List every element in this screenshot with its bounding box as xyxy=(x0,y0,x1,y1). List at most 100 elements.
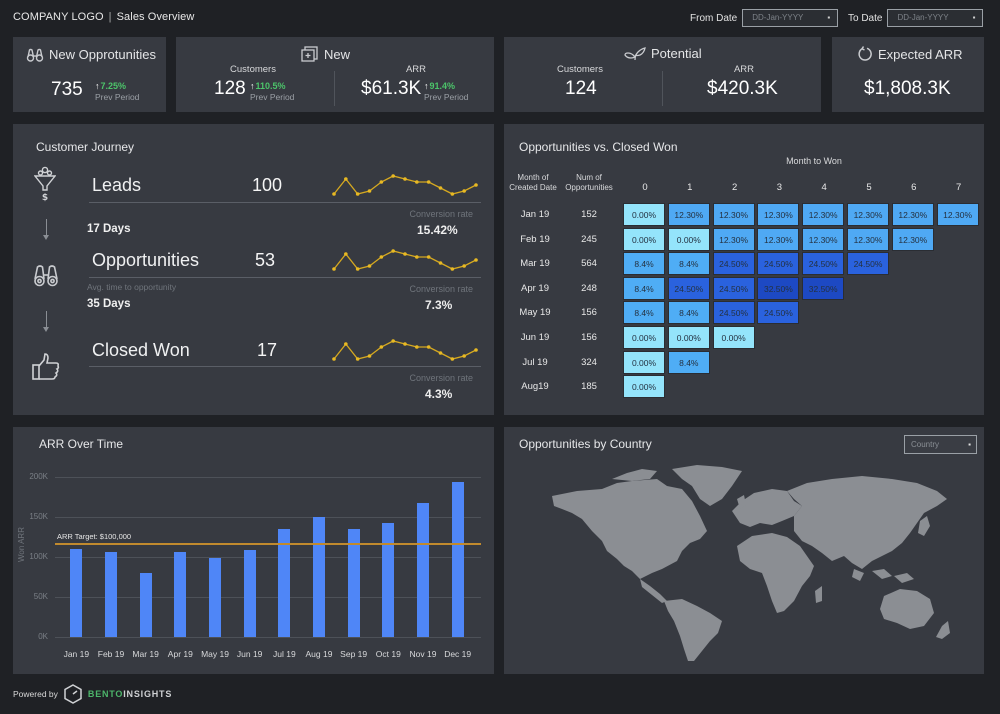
heatmap-cell[interactable]: 24.50% xyxy=(847,252,889,276)
heatmap-cell[interactable]: 8.4% xyxy=(667,350,710,374)
heatmap-cell[interactable]: 8.4% xyxy=(623,252,665,276)
heatmap-cell[interactable]: 24.50% xyxy=(712,276,755,300)
heatmap-cell[interactable]: 12.30% xyxy=(757,227,800,251)
sparkline-point xyxy=(344,177,348,181)
heatmap-cell[interactable]: 0.00% xyxy=(712,326,755,349)
region-south-america xyxy=(664,599,722,661)
delta-percent: 110.5% xyxy=(255,81,286,91)
bar-mar-19[interactable] xyxy=(139,573,152,637)
heatmap-cell[interactable]: 12.30% xyxy=(667,203,710,226)
gridline xyxy=(55,557,481,558)
sparkline-point xyxy=(426,345,431,349)
sparkline-point xyxy=(403,342,407,346)
heatmap-cell[interactable]: 8.4% xyxy=(623,276,665,300)
bar-jul-19[interactable] xyxy=(278,529,291,637)
heatmap-cell[interactable]: 0.00% xyxy=(623,350,665,374)
svg-text:$: $ xyxy=(42,193,48,202)
region-north-america xyxy=(552,479,707,579)
heatmap-cell[interactable]: 12.30% xyxy=(936,203,979,226)
bar-dec-19[interactable] xyxy=(451,481,464,637)
sparkline-point xyxy=(426,180,431,184)
heatmap-cell[interactable]: 24.50% xyxy=(712,301,755,325)
opportunities-by-country-panel: Opportunities by Country Country ▪ xyxy=(504,427,984,674)
divider xyxy=(89,277,481,278)
heatmap-cell[interactable]: 8.4% xyxy=(667,301,710,325)
heatmap-cell[interactable]: 8.4% xyxy=(623,301,665,325)
heatmap-cell[interactable]: 32.50% xyxy=(757,276,800,300)
x-tick-label: Sep 19 xyxy=(340,649,368,659)
customers-delta: ↑110.5% Prev Period xyxy=(250,81,294,102)
heatmap-cell[interactable]: 12.30% xyxy=(712,203,755,226)
heatmap-cell[interactable]: 0.00% xyxy=(667,326,710,349)
bar-sep-19[interactable] xyxy=(347,529,360,637)
panel-title: ARR Over Time xyxy=(39,437,124,451)
heatmap-cell[interactable]: 0.00% xyxy=(623,227,665,251)
bar-oct-19[interactable] xyxy=(382,522,395,637)
from-date-label: From Date xyxy=(690,12,738,24)
kpi-potential: Potential Customers 124 ARR $420.3K xyxy=(504,37,821,112)
bar-may-19[interactable] xyxy=(209,557,221,637)
heatmap-cell[interactable]: 24.50% xyxy=(712,252,755,276)
sparkline-point xyxy=(474,183,478,187)
heatmap-cell[interactable]: 0.00% xyxy=(623,375,665,399)
x-tick-label: Dec 19 xyxy=(444,649,472,659)
heatmap-cell[interactable]: 12.30% xyxy=(712,227,755,251)
heatmap-cell[interactable]: 12.30% xyxy=(802,203,845,226)
kpi-title-text: New Opprotunities xyxy=(49,47,156,62)
kpi-title: Potential xyxy=(624,46,702,61)
sparkline-point xyxy=(379,180,384,184)
x-tick-label: Apr 19 xyxy=(167,649,193,659)
heatmap-cell[interactable]: 0.00% xyxy=(667,227,710,251)
heatmap-cell[interactable]: 24.50% xyxy=(757,252,800,276)
heatmap-cell[interactable]: 32.50% xyxy=(802,276,845,300)
world-map[interactable] xyxy=(532,461,962,661)
bar-apr-19[interactable] xyxy=(174,552,187,637)
to-date-input[interactable]: DD-Jan-YYYY ▪ xyxy=(887,9,984,27)
stage-label-leads: Leads xyxy=(92,175,142,195)
x-tick-label: Feb 19 xyxy=(97,649,125,659)
conversion-label: Conversion rate xyxy=(409,209,473,219)
top-bar: COMPANY LOGO | Sales Overview From Date DD… xyxy=(0,0,1000,36)
country-select[interactable]: Country ▪ xyxy=(904,435,977,454)
column-header: 0 xyxy=(642,182,648,193)
row-header-num: Num of Opportunities xyxy=(565,173,613,192)
heatmap-cell[interactable]: 0.00% xyxy=(623,203,665,226)
row-num-opportunities: 564 xyxy=(581,258,597,270)
sparkline-point xyxy=(403,252,407,256)
heatmap-cell[interactable]: 0.00% xyxy=(623,326,665,349)
chevron-down-icon: ▪ xyxy=(972,13,976,22)
heatmap-cell[interactable]: 24.50% xyxy=(802,252,845,276)
sparkline-point xyxy=(415,180,419,184)
bar-aug-19[interactable] xyxy=(313,517,325,637)
column-header: 3 xyxy=(776,182,783,193)
kpi-title-text: Potential xyxy=(651,46,702,61)
heatmap-cell[interactable]: 12.30% xyxy=(891,227,934,251)
heatmap-cell[interactable]: 12.30% xyxy=(847,227,889,251)
from-date-input[interactable]: DD-Jan-YYYY ▪ xyxy=(742,9,839,27)
heatmap-cell[interactable]: 24.50% xyxy=(667,276,710,300)
bento-insights-logo: BENTOINSIGHTS xyxy=(87,689,173,699)
heatmap-cell[interactable]: 12.30% xyxy=(891,203,934,226)
heatmap-cell[interactable]: 8.4% xyxy=(667,252,710,276)
row-num-opportunities: 156 xyxy=(581,332,597,343)
heatmap-cell[interactable]: 12.30% xyxy=(847,203,889,226)
binoculars-icon xyxy=(34,265,58,287)
bar-jan-19[interactable] xyxy=(70,549,83,637)
funnel-dollar-icon: $ xyxy=(34,166,56,202)
x-tick-label: Oct 19 xyxy=(375,649,401,659)
delta-percent: 91.4% xyxy=(429,81,456,91)
row-num-opportunities: 248 xyxy=(581,282,597,294)
conversion-label: Conversion rate xyxy=(409,373,473,383)
heatmap-cell[interactable]: 12.30% xyxy=(757,203,800,226)
sparkline-point xyxy=(344,252,348,256)
to-date-label: To Date xyxy=(848,12,883,24)
sparkline-point xyxy=(379,345,384,349)
bar-jun-19[interactable] xyxy=(243,549,256,637)
kpi-title: New xyxy=(301,46,350,62)
arr-value: $61.3K xyxy=(361,78,422,99)
bar-nov-19[interactable] xyxy=(417,502,429,637)
divider xyxy=(89,202,481,203)
bar-feb-19[interactable] xyxy=(105,552,117,637)
heatmap-cell[interactable]: 12.30% xyxy=(802,227,845,251)
heatmap-cell[interactable]: 24.50% xyxy=(757,301,800,325)
